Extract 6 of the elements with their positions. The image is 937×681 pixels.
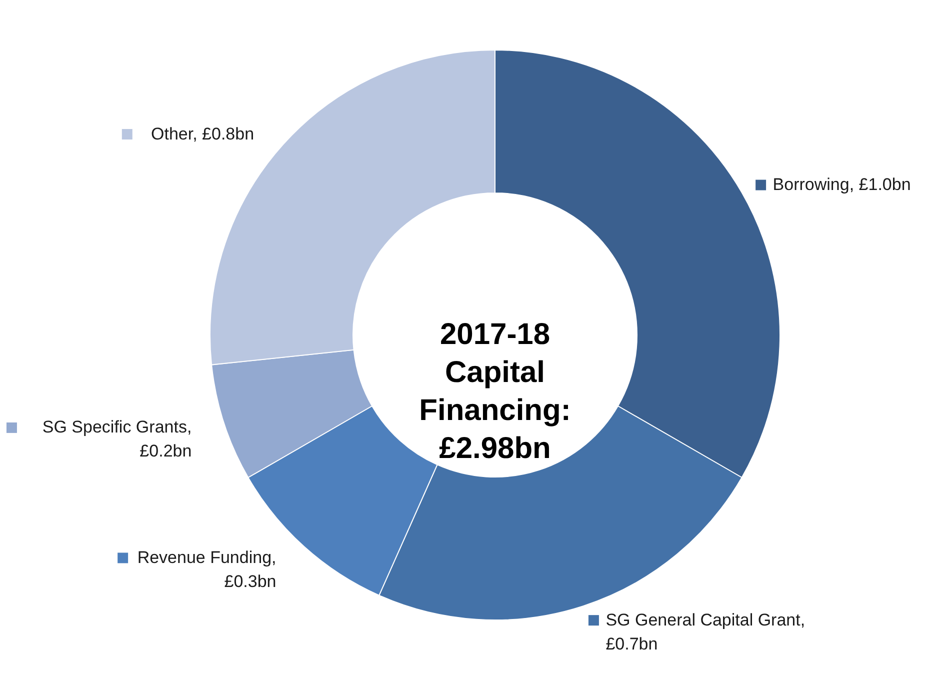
legend-label: Revenue Funding, £0.3bn: [137, 548, 276, 591]
text: 2017-18 Capital Financing: £2.98bn: [419, 318, 571, 465]
legend-label: Borrowing, £1.0bn: [772, 175, 911, 194]
legend-label: SG Specific Grants, £0.2bn: [42, 418, 192, 461]
legend-label: Other, £0.8bn: [151, 124, 254, 144]
legend-label: SG General Capital Grant, £0.7bn: [606, 610, 806, 654]
